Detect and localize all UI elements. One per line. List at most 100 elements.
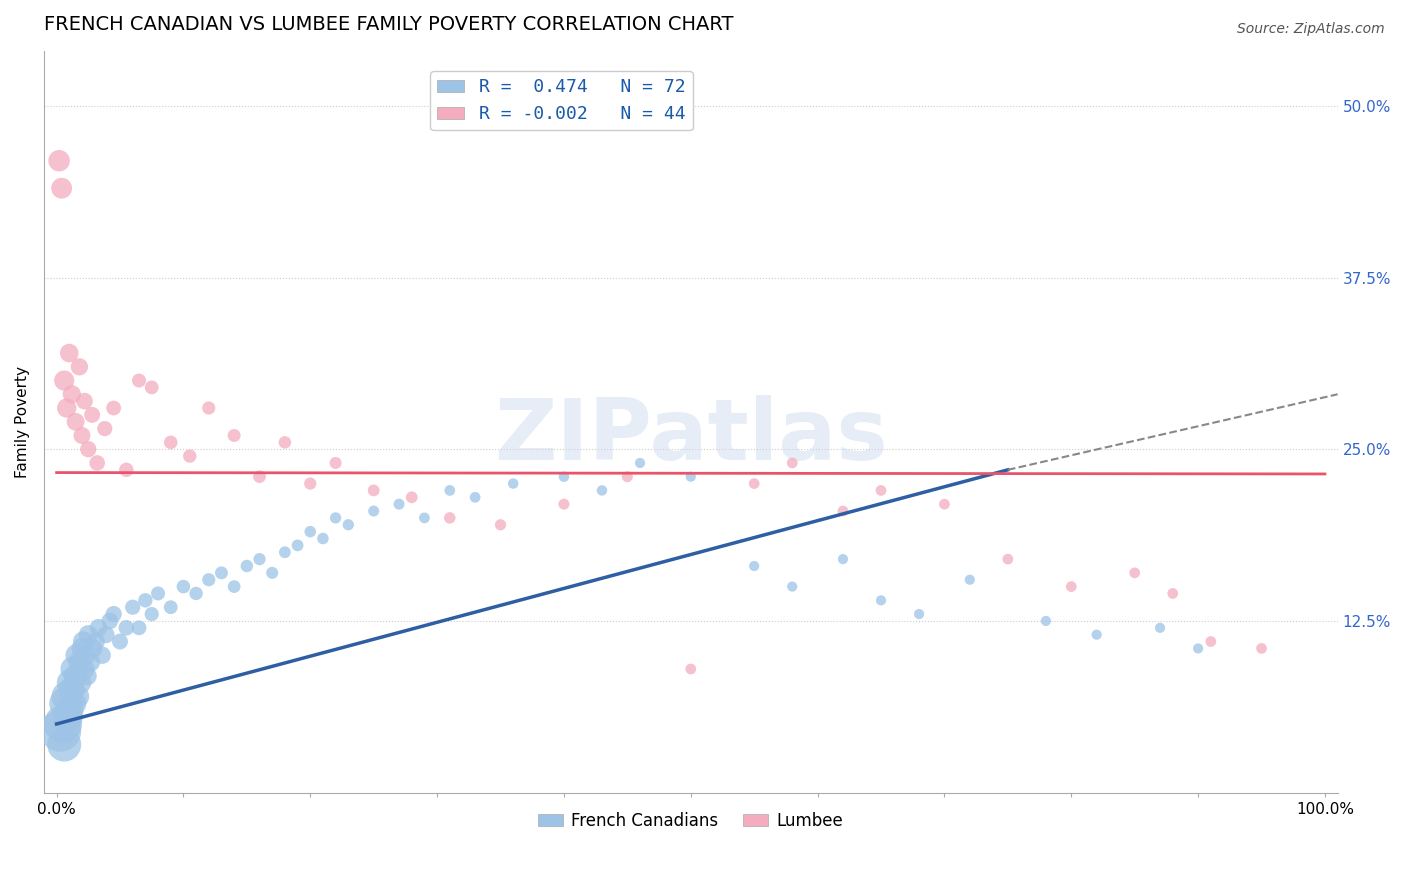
Text: FRENCH CANADIAN VS LUMBEE FAMILY POVERTY CORRELATION CHART: FRENCH CANADIAN VS LUMBEE FAMILY POVERTY… [44,15,734,34]
Point [55,690,77,704]
Point [780,580,803,594]
Point [128,621,150,635]
Point [553,469,575,483]
Point [1035,614,1057,628]
Point [67,690,90,704]
Text: ZIPatlas: ZIPatlas [494,395,887,478]
Point [67,359,90,374]
Point [65,415,87,429]
Point [80,408,103,422]
Point [464,491,486,505]
Point [84,634,107,648]
Point [413,511,436,525]
Point [211,566,233,580]
Point [53,374,76,388]
Point [870,593,893,607]
Point [55,401,77,415]
Point [363,483,385,498]
Point [224,428,246,442]
Point [76,669,98,683]
Point [908,607,931,621]
Point [77,628,100,642]
Point [60,682,83,697]
Legend: French Canadians, Lumbee: French Canadians, Lumbee [531,805,851,836]
Point [1199,634,1222,648]
Point [159,600,181,615]
Point [80,655,103,669]
Point [141,380,163,394]
Point [299,476,322,491]
Point [94,628,117,642]
Point [62,662,84,676]
Point [299,524,322,539]
Point [197,573,219,587]
Point [742,476,765,491]
Point [1123,566,1146,580]
Point [65,669,87,683]
Text: Source: ZipAtlas.com: Source: ZipAtlas.com [1237,22,1385,37]
Point [1085,628,1108,642]
Point [73,662,96,676]
Point [146,586,169,600]
Point [103,607,125,621]
Point [401,491,423,505]
Point [82,641,104,656]
Point [75,648,97,663]
Point [312,532,335,546]
Point [388,497,411,511]
Point [128,374,150,388]
Point [262,566,284,580]
Point [103,401,125,415]
Point [115,463,138,477]
Point [121,600,143,615]
Point [274,545,297,559]
Point [86,456,108,470]
Point [51,181,73,195]
Point [287,538,309,552]
Point [73,394,96,409]
Point [53,738,76,752]
Point [184,586,207,600]
Point [1149,621,1171,635]
Point [1187,641,1209,656]
Point [172,580,194,594]
Point [179,449,201,463]
Point [91,648,114,663]
Point [134,593,156,607]
Point [502,476,524,491]
Point [224,580,246,594]
Point [67,655,90,669]
Point [141,607,163,621]
Point [325,511,347,525]
Point [742,559,765,574]
Point [115,621,138,635]
Point [553,497,575,511]
Point [1060,580,1083,594]
Point [236,559,259,574]
Point [997,552,1019,566]
Point [63,697,86,711]
Point [1250,641,1272,656]
Point [337,517,360,532]
Point [108,634,131,648]
Point [780,456,803,470]
Point [363,504,385,518]
Point [439,483,461,498]
Point [77,442,100,457]
Point [249,469,271,483]
Y-axis label: Family Poverty: Family Poverty [15,366,30,478]
Point [58,703,80,717]
Point [49,723,72,738]
Point [489,517,512,532]
Point [48,153,70,168]
Point [70,428,93,442]
Point [628,456,651,470]
Point [274,435,297,450]
Point [959,573,981,587]
Point [832,552,855,566]
Point [249,552,271,566]
Point [98,614,121,628]
Point [56,710,79,724]
Point [55,697,77,711]
Point [870,483,893,498]
